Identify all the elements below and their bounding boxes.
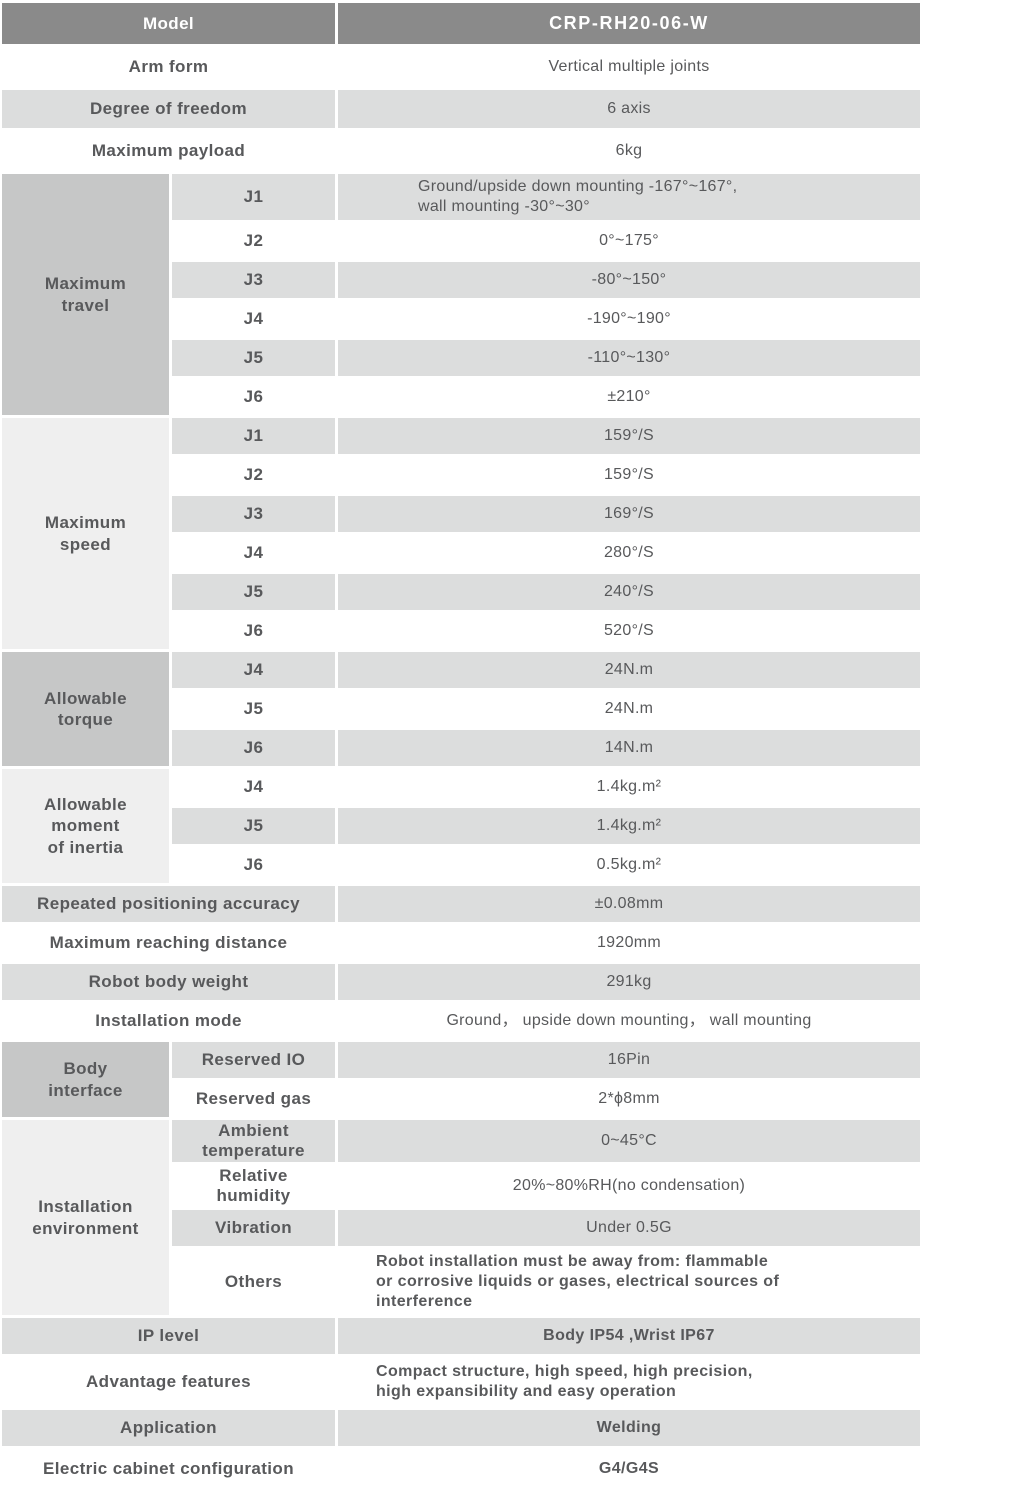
advantage-features-value: Compact structure, high speed, high prec… xyxy=(338,1357,920,1407)
others-value: Robot installation must be away from: fl… xyxy=(338,1249,920,1315)
vibration-value: Under 0.5G xyxy=(338,1210,920,1246)
body-interface-group-cell: Body interface xyxy=(2,1042,169,1117)
maximum-reaching-distance-value: 1920mm xyxy=(338,925,920,961)
degree-of-freedom-label: Degree of freedom xyxy=(2,90,335,128)
maximum-speed-j4-label: J4 xyxy=(172,535,335,571)
ip-level-value: Body IP54 ,Wrist IP67 xyxy=(338,1318,920,1354)
allowable-torque-group-cell: Allowable torque xyxy=(2,652,169,766)
maximum-speed-j5-value: 240°/S xyxy=(338,574,920,610)
allowable-torque-j5-value: 24N.m xyxy=(338,691,920,727)
maximum-speed-j5-label: J5 xyxy=(172,574,335,610)
allowable-inertia-j4-value: 1.4kg.m² xyxy=(338,769,920,805)
allowable-torque-j6-value: 14N.m xyxy=(338,730,920,766)
spec-table: Model CRP-RH20-06-W Arm form Vertical mu… xyxy=(2,3,920,1489)
maximum-payload-label: Maximum payload xyxy=(2,131,335,171)
maximum-travel-j5-value: -110°~130° xyxy=(338,340,920,376)
maximum-speed-j2-label: J2 xyxy=(172,457,335,493)
ambient-temperature-value: 0~45°C xyxy=(338,1120,920,1162)
allowable-inertia-j5-value: 1.4kg.m² xyxy=(338,808,920,844)
maximum-speed-group-cell: Maximum speed xyxy=(2,418,169,649)
maximum-speed-j1-label: J1 xyxy=(172,418,335,454)
installation-mode-label: Installation mode xyxy=(2,1003,335,1039)
maximum-travel-j6-value: ±210° xyxy=(338,379,920,415)
model-header-value: CRP-RH20-06-W xyxy=(338,3,920,44)
maximum-speed-j6-value: 520°/S xyxy=(338,613,920,649)
maximum-travel-j5-label: J5 xyxy=(172,340,335,376)
model-header-label: Model xyxy=(2,3,335,44)
allowable-inertia-j4-label: J4 xyxy=(172,769,335,805)
application-label: Application xyxy=(2,1410,335,1446)
installation-mode-value: Ground， upside down mounting， wall mount… xyxy=(338,1003,920,1039)
relative-humidity-value: 20%~80%RH(no condensation) xyxy=(338,1165,920,1207)
electric-cabinet-configuration-value: G4/G4S xyxy=(338,1449,920,1489)
ambient-temperature-label: Ambient temperature xyxy=(172,1120,335,1162)
reserved-io-label: Reserved IO xyxy=(172,1042,335,1078)
maximum-speed-j1-value: 159°/S xyxy=(338,418,920,454)
reserved-gas-value: 2*ϕ8mm xyxy=(338,1081,920,1117)
vibration-label: Vibration xyxy=(172,1210,335,1246)
allowable-torque-j4-value: 24N.m xyxy=(338,652,920,688)
maximum-speed-j3-label: J3 xyxy=(172,496,335,532)
maximum-travel-j2-label: J2 xyxy=(172,223,335,259)
allowable-inertia-j5-label: J5 xyxy=(172,808,335,844)
arm-form-value: Vertical multiple joints xyxy=(338,47,920,87)
repeated-positioning-accuracy-label: Repeated positioning accuracy xyxy=(2,886,335,922)
allowable-torque-j6-label: J6 xyxy=(172,730,335,766)
maximum-travel-j6-label: J6 xyxy=(172,379,335,415)
maximum-speed-j4-value: 280°/S xyxy=(338,535,920,571)
allowable-torque-j5-label: J5 xyxy=(172,691,335,727)
ip-level-label: IP level xyxy=(2,1318,335,1354)
allowable-inertia-j6-label: J6 xyxy=(172,847,335,883)
repeated-positioning-accuracy-value: ±0.08mm xyxy=(338,886,920,922)
advantage-features-label: Advantage features xyxy=(2,1357,335,1407)
robot-body-weight-value: 291kg xyxy=(338,964,920,1000)
allowable-torque-j4-label: J4 xyxy=(172,652,335,688)
maximum-travel-j4-value: -190°~190° xyxy=(338,301,920,337)
allowable-inertia-j6-value: 0.5kg.m² xyxy=(338,847,920,883)
maximum-reaching-distance-label: Maximum reaching distance xyxy=(2,925,335,961)
installation-environment-group-cell: Installation environment xyxy=(2,1120,169,1315)
maximum-travel-j3-label: J3 xyxy=(172,262,335,298)
reserved-io-value: 16Pin xyxy=(338,1042,920,1078)
others-label: Others xyxy=(172,1249,335,1315)
degree-of-freedom-value: 6 axis xyxy=(338,90,920,128)
maximum-travel-j1-label: J1 xyxy=(172,174,335,220)
allowable-inertia-group-cell: Allowable moment of inertia xyxy=(2,769,169,883)
robot-body-weight-label: Robot body weight xyxy=(2,964,335,1000)
maximum-speed-j3-value: 169°/S xyxy=(338,496,920,532)
reserved-gas-label: Reserved gas xyxy=(172,1081,335,1117)
electric-cabinet-configuration-label: Electric cabinet configuration xyxy=(2,1449,335,1489)
maximum-payload-value: 6kg xyxy=(338,131,920,171)
application-value: Welding xyxy=(338,1410,920,1446)
relative-humidity-label: Relative humidity xyxy=(172,1165,335,1207)
maximum-speed-j2-value: 159°/S xyxy=(338,457,920,493)
maximum-travel-j2-value: 0°~175° xyxy=(338,223,920,259)
maximum-speed-j6-label: J6 xyxy=(172,613,335,649)
maximum-travel-j3-value: -80°~150° xyxy=(338,262,920,298)
arm-form-label: Arm form xyxy=(2,47,335,87)
maximum-travel-j1-value: Ground/upside down mounting -167°~167°, … xyxy=(338,174,920,220)
maximum-travel-j4-label: J4 xyxy=(172,301,335,337)
maximum-travel-group-cell: Maximum travel xyxy=(2,174,169,415)
